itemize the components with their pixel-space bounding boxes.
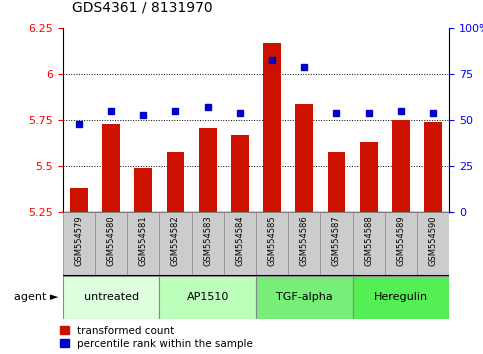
Text: untreated: untreated [84, 292, 139, 302]
Bar [95, 212, 127, 276]
Bar [353, 212, 385, 276]
Bar [159, 212, 192, 276]
Bar [417, 212, 449, 276]
Bar [392, 120, 410, 212]
Bar [134, 168, 152, 212]
Bar [159, 276, 256, 319]
Bar [224, 212, 256, 276]
Bar [63, 276, 159, 319]
Text: GSM554582: GSM554582 [171, 216, 180, 266]
Bar [263, 43, 281, 212]
Text: GSM554583: GSM554583 [203, 216, 212, 266]
Bar [320, 212, 353, 276]
Bar [424, 122, 442, 212]
Bar [296, 104, 313, 212]
Text: GSM554581: GSM554581 [139, 216, 148, 266]
Bar [70, 188, 88, 212]
Text: GSM554585: GSM554585 [268, 216, 277, 266]
Text: AP1510: AP1510 [186, 292, 229, 302]
Text: GSM554580: GSM554580 [107, 216, 115, 266]
Bar [102, 124, 120, 212]
Bar [256, 212, 288, 276]
Text: GSM554590: GSM554590 [428, 216, 438, 266]
Text: GSM554587: GSM554587 [332, 216, 341, 266]
Bar [288, 212, 320, 276]
Bar [327, 152, 345, 212]
Text: GDS4361 / 8131970: GDS4361 / 8131970 [72, 0, 213, 14]
Bar [167, 152, 185, 212]
Bar [127, 212, 159, 276]
Bar [353, 276, 449, 319]
Text: GSM554586: GSM554586 [300, 216, 309, 266]
Text: GSM554584: GSM554584 [235, 216, 244, 266]
Bar [231, 135, 249, 212]
Text: agent ►: agent ► [14, 292, 58, 302]
Bar [199, 128, 216, 212]
Legend: transformed count, percentile rank within the sample: transformed count, percentile rank withi… [58, 324, 255, 351]
Text: TGF-alpha: TGF-alpha [276, 292, 333, 302]
Text: GSM554589: GSM554589 [397, 216, 405, 266]
Bar [256, 276, 353, 319]
Bar [192, 212, 224, 276]
Text: GSM554588: GSM554588 [364, 216, 373, 266]
Bar [63, 212, 95, 276]
Bar [360, 142, 378, 212]
Text: GSM554579: GSM554579 [74, 216, 84, 266]
Text: Heregulin: Heregulin [374, 292, 428, 302]
Bar [385, 212, 417, 276]
